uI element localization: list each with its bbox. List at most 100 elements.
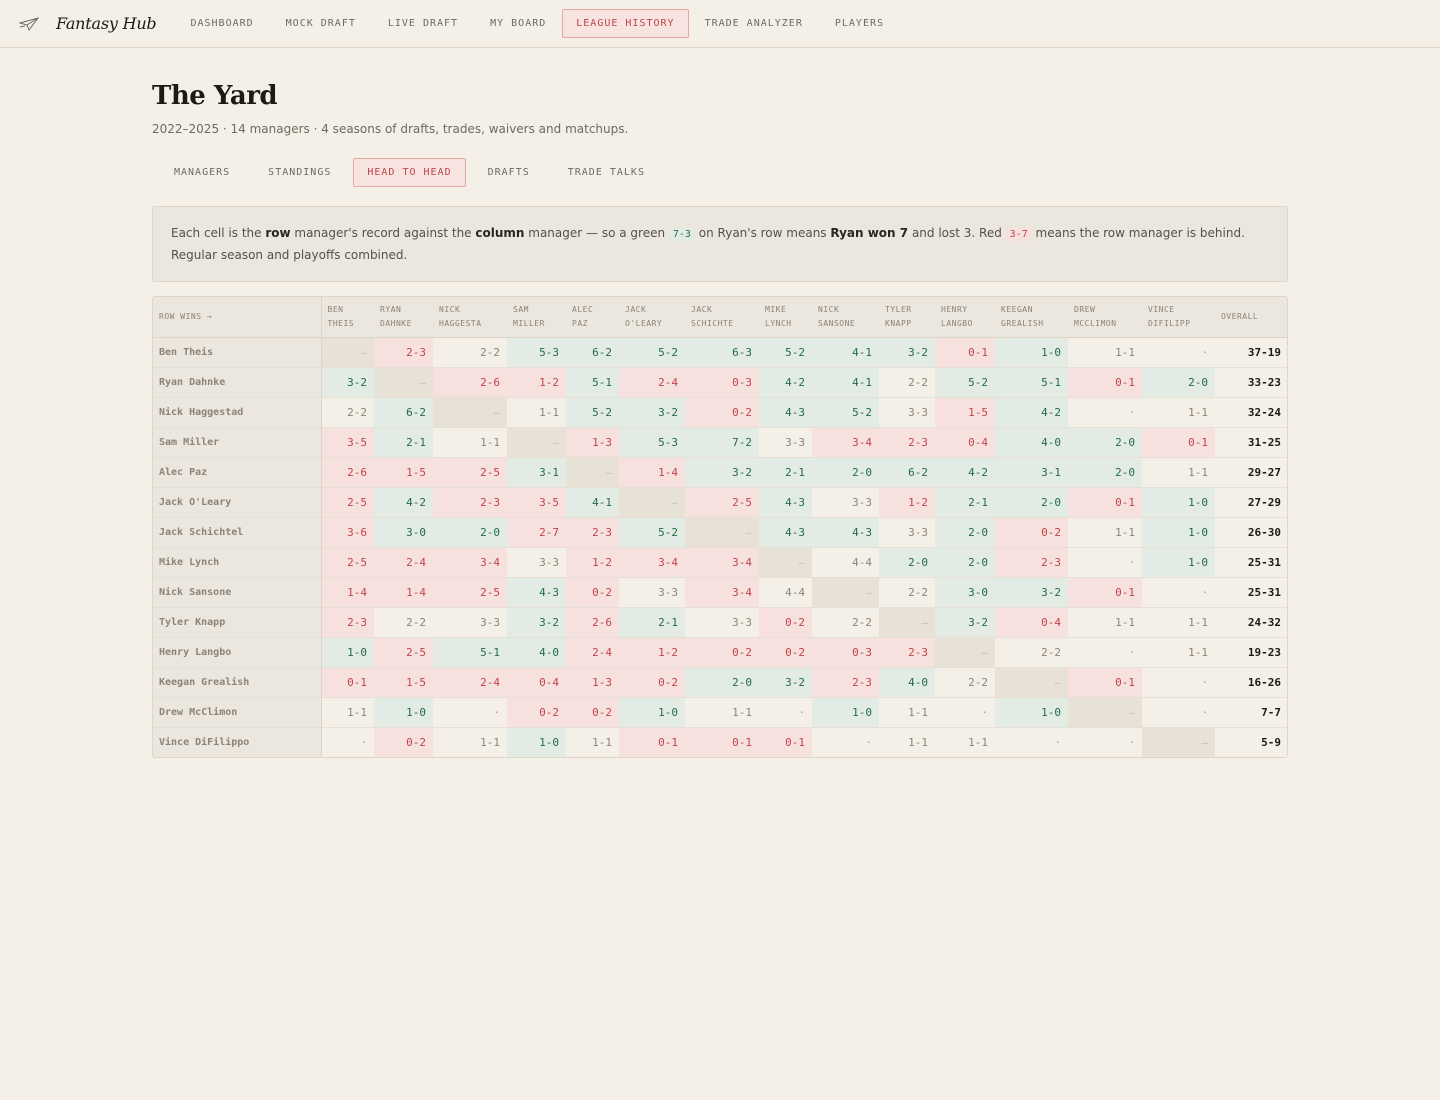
h2h-cell[interactable]: 2-0 [1068,426,1142,457]
h2h-cell[interactable]: 3-4 [812,426,879,457]
h2h-cell[interactable]: 2-5 [374,636,433,667]
h2h-cell[interactable]: 2-4 [566,636,619,667]
h2h-cell[interactable]: 2-1 [759,456,812,487]
h2h-cell[interactable]: — [321,337,374,367]
row-manager-name[interactable]: Vince DiFilippo [153,726,322,757]
h2h-cell[interactable]: 2-1 [935,486,995,517]
h2h-cell[interactable]: 0-1 [1068,486,1142,517]
h2h-cell[interactable]: 2-3 [566,516,619,547]
h2h-cell[interactable]: 3-5 [507,486,566,517]
h2h-cell[interactable]: 2-0 [935,546,995,577]
h2h-cell[interactable]: 4-0 [879,666,935,697]
h2h-cell[interactable]: 0-3 [685,366,759,397]
h2h-cell[interactable]: 4-0 [995,426,1068,457]
h2h-cell[interactable]: · [1142,337,1215,367]
column-header[interactable]: NICK HAGGESTA [433,297,507,338]
h2h-cell[interactable]: 1-0 [995,696,1068,727]
h2h-cell[interactable]: 5-2 [619,516,685,547]
h2h-cell[interactable]: 0-2 [566,696,619,727]
h2h-cell[interactable]: 2-3 [321,606,374,637]
h2h-cell[interactable]: 1-1 [1142,636,1215,667]
h2h-cell[interactable]: 0-2 [566,576,619,607]
h2h-cell[interactable]: 4-1 [566,486,619,517]
h2h-cell[interactable]: 3-2 [321,366,374,397]
h2h-cell[interactable]: 1-2 [507,366,566,397]
column-header[interactable]: JACK O'LEARY [619,297,685,338]
h2h-cell[interactable]: 1-0 [374,696,433,727]
h2h-cell[interactable]: 1-2 [619,636,685,667]
h2h-cell[interactable]: — [879,606,935,637]
tab-standings[interactable]: STANDINGS [268,167,332,178]
h2h-cell[interactable]: 2-1 [374,426,433,457]
h2h-cell[interactable]: 3-2 [619,396,685,427]
h2h-cell[interactable]: — [374,366,433,397]
h2h-cell[interactable]: 2-2 [374,606,433,637]
h2h-cell[interactable]: 2-1 [619,606,685,637]
column-header[interactable]: KEEGAN GREALISH [995,297,1068,338]
h2h-cell[interactable]: 0-2 [507,696,566,727]
h2h-cell[interactable]: 4-1 [812,337,879,367]
h2h-cell[interactable]: 2-7 [507,516,566,547]
column-header[interactable]: RYAN DAHNKE [374,297,433,338]
h2h-cell[interactable]: 2-0 [1142,366,1215,397]
h2h-cell[interactable]: 0-2 [374,726,433,757]
nav-mock-draft[interactable]: MOCK DRAFT [285,18,356,29]
h2h-cell[interactable]: — [759,546,812,577]
row-manager-name[interactable]: Nick Haggestad [153,396,322,427]
h2h-cell[interactable]: 3-3 [812,486,879,517]
h2h-cell[interactable]: 4-3 [759,396,812,427]
h2h-cell[interactable]: · [759,696,812,727]
h2h-cell[interactable]: 0-1 [619,726,685,757]
nav-live-draft[interactable]: LIVE DRAFT [387,18,459,29]
h2h-cell[interactable]: 1-2 [566,546,619,577]
h2h-cell[interactable]: 1-1 [321,696,374,727]
h2h-cell[interactable]: 0-1 [1068,576,1142,607]
h2h-cell[interactable]: 0-2 [685,636,759,667]
h2h-cell[interactable]: 6-2 [566,337,619,367]
column-header[interactable]: TYLER KNAPP [879,297,935,338]
h2h-cell[interactable]: 2-3 [995,546,1068,577]
h2h-cell[interactable]: 2-5 [433,456,507,487]
h2h-cell[interactable]: 6-2 [879,456,935,487]
h2h-cell[interactable]: — [566,456,619,487]
tab-head-to-head[interactable]: HEAD TO HEAD [353,158,466,187]
h2h-cell[interactable]: · [433,696,507,727]
nav-players[interactable]: PLAYERS [834,18,885,29]
h2h-cell[interactable]: 4-2 [995,396,1068,427]
h2h-cell[interactable]: 0-1 [759,726,812,757]
h2h-cell[interactable]: 1-1 [1142,606,1215,637]
h2h-cell[interactable]: — [619,486,685,517]
row-manager-name[interactable]: Ryan Dahnke [153,366,322,397]
h2h-cell[interactable]: 2-3 [879,636,935,667]
h2h-cell[interactable]: 1-0 [995,337,1068,367]
h2h-cell[interactable]: 1-1 [1068,337,1142,367]
h2h-cell[interactable]: 0-3 [812,636,879,667]
h2h-cell[interactable]: 3-2 [995,576,1068,607]
h2h-cell[interactable]: · [1142,576,1215,607]
brand-name[interactable]: Fantasy Hub [56,14,157,33]
h2h-cell[interactable]: 2-2 [433,337,507,367]
h2h-cell[interactable]: 2-6 [566,606,619,637]
h2h-cell[interactable]: 1-1 [1142,396,1215,427]
h2h-cell[interactable]: 0-1 [1142,426,1215,457]
h2h-cell[interactable]: 1-1 [685,696,759,727]
h2h-cell[interactable]: 2-4 [374,546,433,577]
h2h-cell[interactable]: 3-3 [759,426,812,457]
h2h-cell[interactable]: 2-3 [812,666,879,697]
h2h-cell[interactable]: 2-2 [879,366,935,397]
h2h-cell[interactable]: 2-6 [321,456,374,487]
tab-managers[interactable]: MANAGERS [174,167,231,178]
row-manager-name[interactable]: Alec Paz [153,456,322,487]
h2h-cell[interactable]: 3-4 [619,546,685,577]
h2h-cell[interactable]: · [1068,546,1142,577]
h2h-cell[interactable]: · [1068,726,1142,757]
row-manager-name[interactable]: Keegan Grealish [153,666,322,697]
h2h-cell[interactable]: 2-2 [812,606,879,637]
nav-my-board[interactable]: MY BOARD [490,18,547,29]
h2h-cell[interactable]: 3-0 [935,576,995,607]
h2h-cell[interactable]: 0-2 [619,666,685,697]
h2h-cell[interactable]: 2-4 [433,666,507,697]
row-manager-name[interactable]: Drew McClimon [153,696,322,727]
h2h-cell[interactable]: 4-2 [759,366,812,397]
h2h-cell[interactable]: 2-0 [879,546,935,577]
